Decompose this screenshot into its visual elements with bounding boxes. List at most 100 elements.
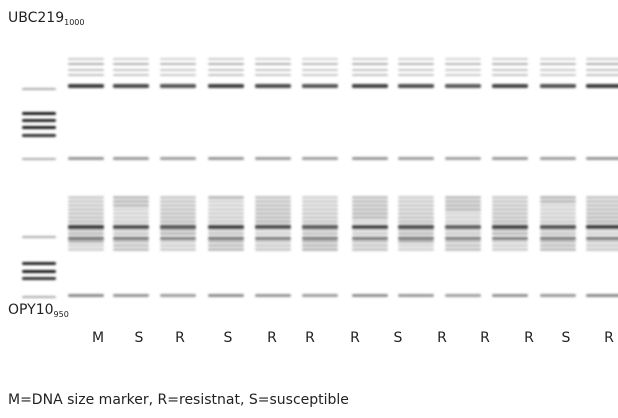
- band: [160, 58, 196, 60]
- band: [398, 58, 434, 60]
- band: [586, 58, 618, 60]
- band: [492, 244, 528, 247]
- top-label: UBC2191000: [8, 10, 84, 27]
- band: [68, 157, 104, 160]
- band: [586, 216, 618, 219]
- band: [586, 225, 618, 229]
- band: [302, 232, 338, 235]
- band: [68, 63, 104, 65]
- band: [68, 237, 104, 240]
- band: [160, 200, 196, 203]
- band: [540, 240, 576, 243]
- band: [113, 200, 149, 203]
- band: [352, 237, 388, 240]
- band: [540, 220, 576, 223]
- band: [352, 225, 388, 229]
- band: [208, 244, 244, 247]
- band: [302, 244, 338, 247]
- band: [68, 225, 104, 229]
- band: [113, 84, 149, 88]
- band: [540, 212, 576, 215]
- band: [492, 225, 528, 229]
- band: [445, 200, 481, 203]
- band: [398, 212, 434, 215]
- lane-label: S: [561, 330, 571, 346]
- band: [352, 204, 388, 207]
- band: [492, 232, 528, 235]
- band: [302, 216, 338, 219]
- band: [302, 196, 338, 199]
- band: [445, 240, 481, 243]
- lane-label: M: [91, 330, 105, 346]
- band: [302, 212, 338, 215]
- band: [302, 157, 338, 160]
- label-text: OPY10: [8, 302, 54, 318]
- band: [22, 88, 56, 90]
- band: [586, 196, 618, 199]
- band: [255, 200, 291, 203]
- band: [352, 157, 388, 160]
- gel-bands: [22, 58, 618, 298]
- band: [352, 196, 388, 199]
- band: [352, 74, 388, 76]
- band: [302, 84, 338, 88]
- band: [160, 225, 196, 229]
- band: [492, 200, 528, 203]
- band: [445, 157, 481, 160]
- band: [352, 63, 388, 65]
- band: [160, 63, 196, 65]
- band: [208, 248, 244, 251]
- band: [586, 84, 618, 88]
- band: [586, 69, 618, 71]
- band: [22, 119, 56, 122]
- band: [208, 69, 244, 71]
- band: [68, 204, 104, 207]
- gel-image: [22, 58, 618, 298]
- band: [445, 63, 481, 65]
- band: [113, 212, 149, 215]
- band: [445, 84, 481, 88]
- band: [255, 204, 291, 207]
- band: [398, 240, 434, 243]
- band: [160, 294, 196, 297]
- band: [352, 212, 388, 215]
- lane-label: S: [223, 330, 233, 346]
- band: [160, 204, 196, 207]
- band: [68, 58, 104, 60]
- band: [22, 277, 56, 280]
- band: [160, 216, 196, 219]
- band: [586, 220, 618, 223]
- band: [540, 84, 576, 88]
- band: [302, 58, 338, 60]
- band: [492, 58, 528, 60]
- band: [208, 237, 244, 240]
- band: [352, 232, 388, 235]
- band: [540, 204, 576, 207]
- band: [22, 270, 56, 273]
- band: [68, 220, 104, 223]
- band: [492, 63, 528, 65]
- band: [208, 232, 244, 235]
- band: [255, 237, 291, 240]
- band: [492, 204, 528, 207]
- band: [160, 240, 196, 243]
- band: [540, 157, 576, 160]
- band: [445, 237, 481, 240]
- lane-label: R: [437, 330, 447, 346]
- band: [113, 294, 149, 297]
- lane-label: R: [305, 330, 315, 346]
- band: [160, 248, 196, 251]
- band: [586, 212, 618, 215]
- band: [445, 69, 481, 71]
- band: [208, 63, 244, 65]
- band: [540, 244, 576, 247]
- band: [255, 84, 291, 88]
- band: [398, 225, 434, 229]
- band: [586, 200, 618, 203]
- band: [492, 216, 528, 219]
- band: [113, 157, 149, 160]
- band: [68, 232, 104, 235]
- band: [113, 220, 149, 223]
- band: [302, 294, 338, 297]
- band: [68, 216, 104, 219]
